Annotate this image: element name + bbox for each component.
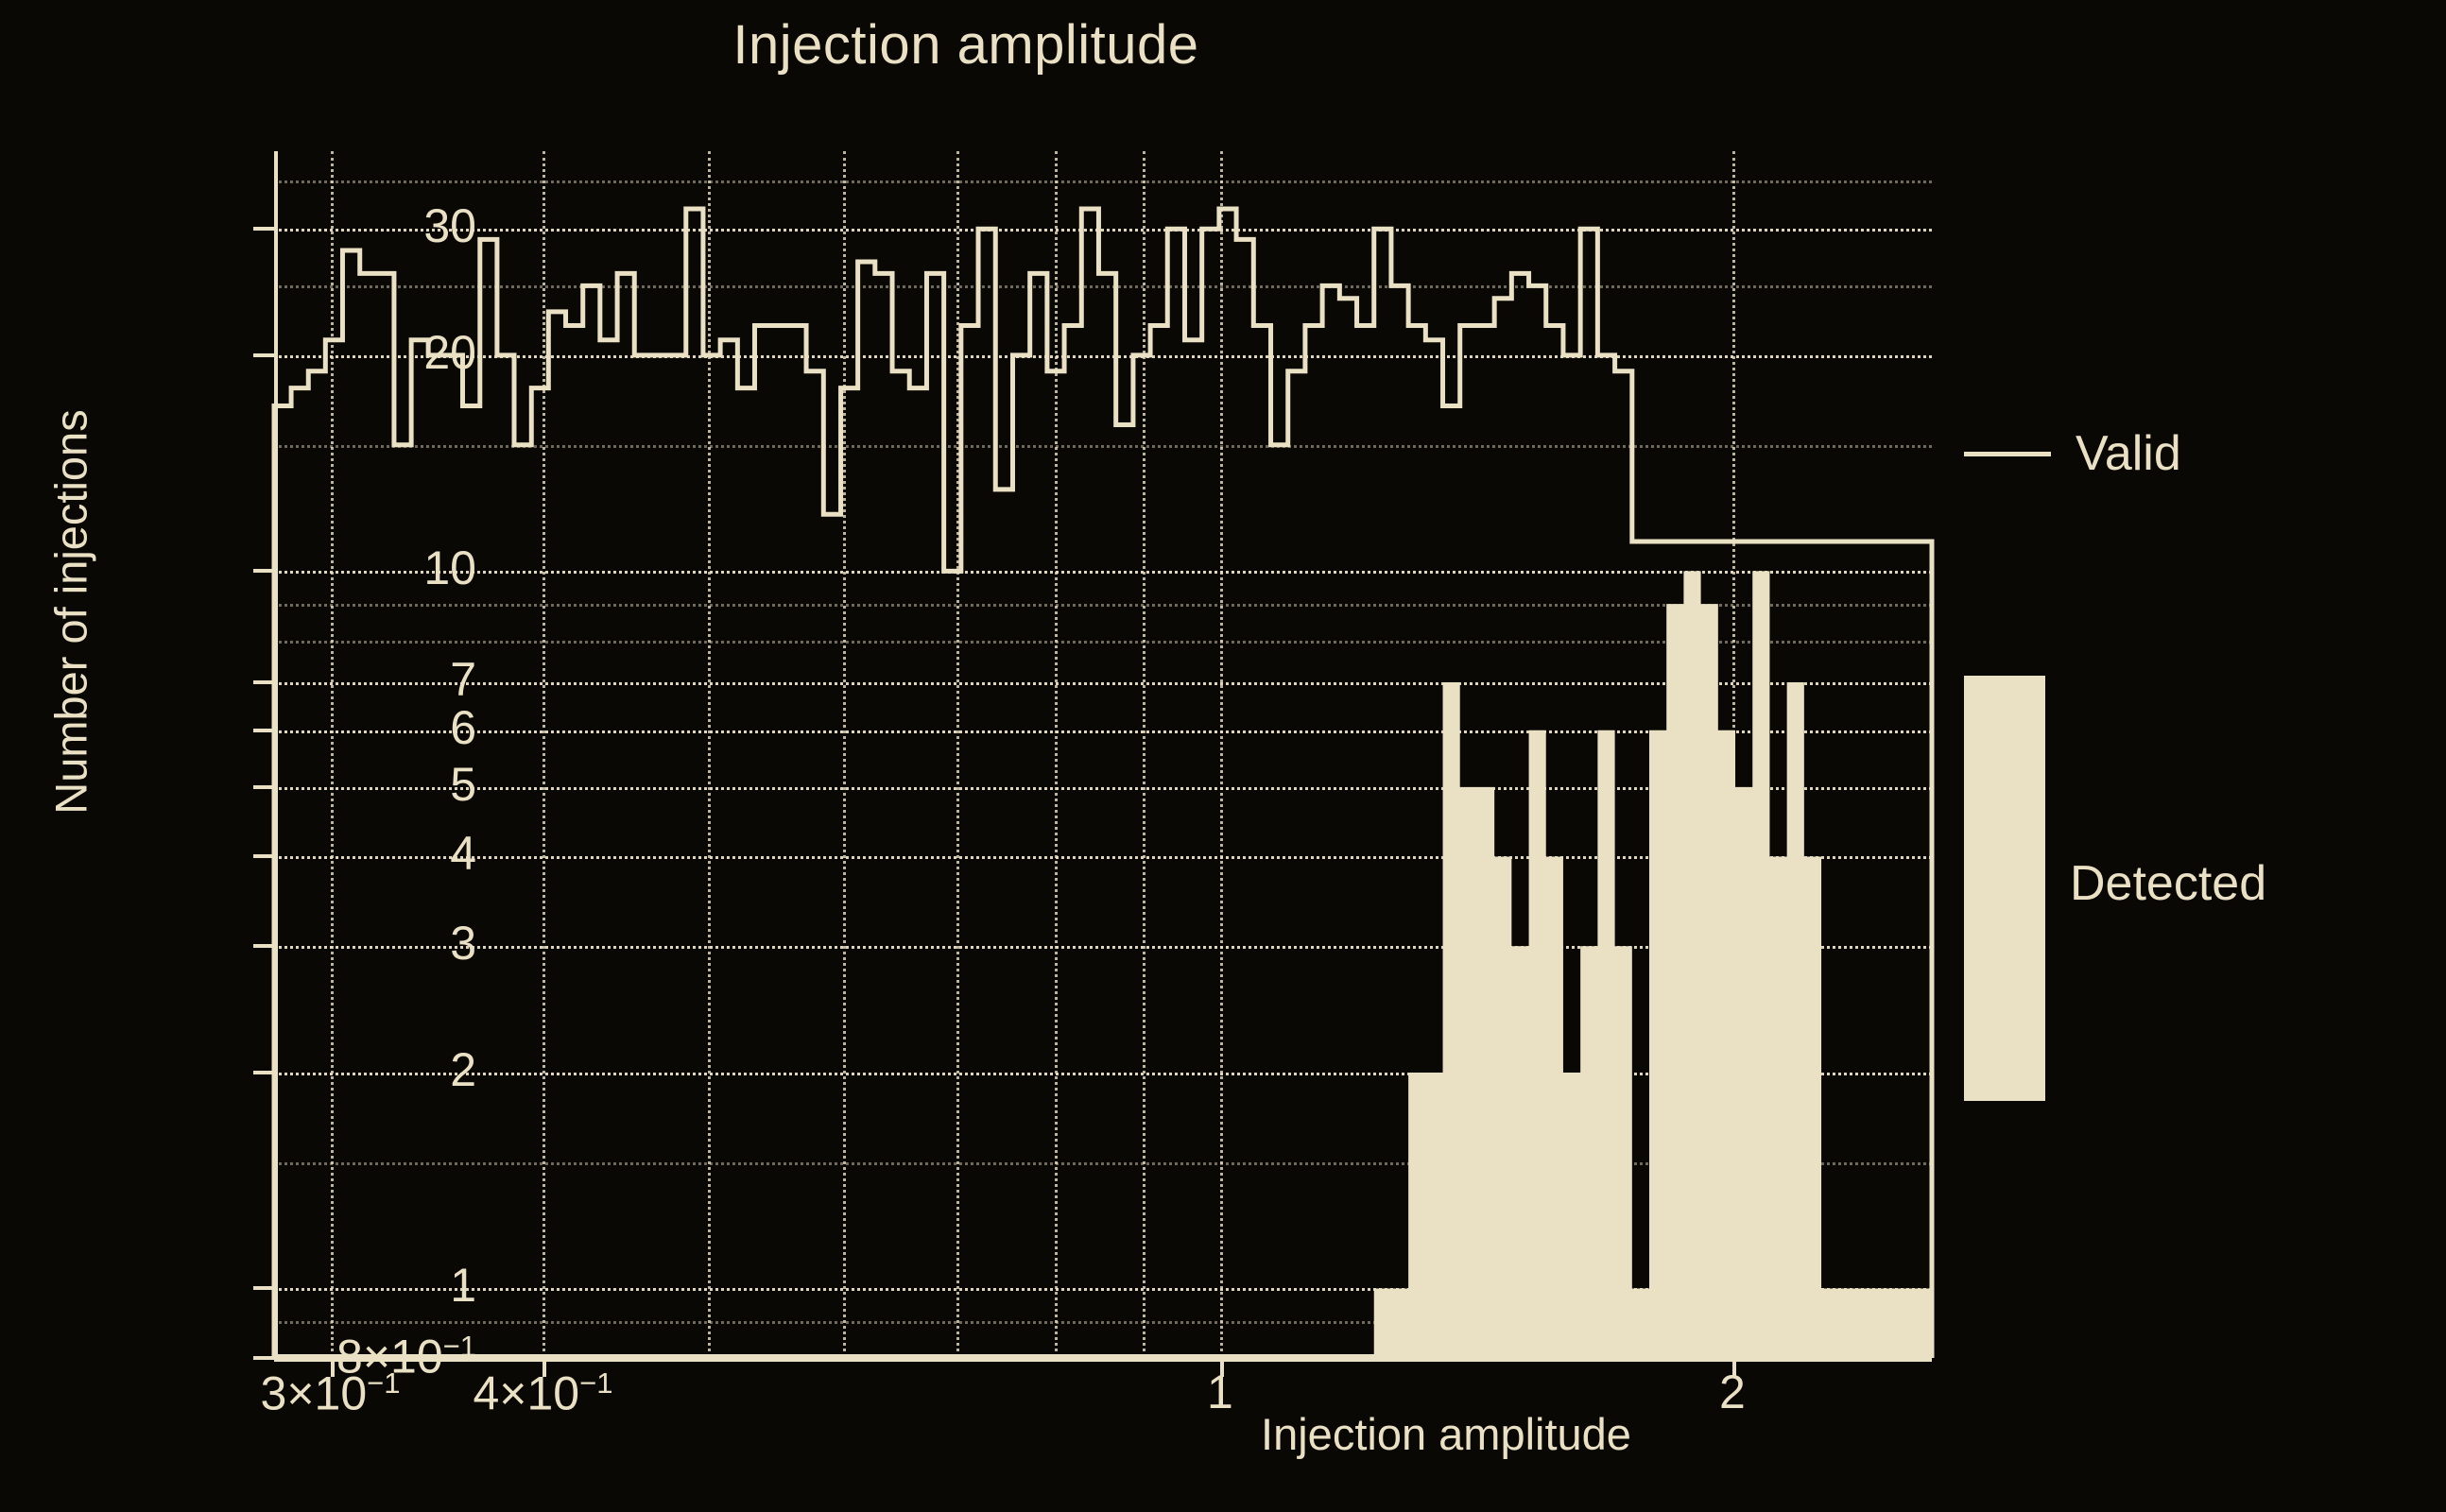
legend: Valid Detected (1964, 151, 2446, 1358)
y-tick-mark (253, 569, 274, 574)
x-gridline (1055, 151, 1059, 1358)
legend-item-valid[interactable]: Valid (1964, 425, 2181, 482)
y-tick-label: 20 (423, 325, 476, 379)
y-gridline (274, 1072, 1932, 1075)
y-tick-label: 1 (450, 1259, 476, 1313)
x-gridline (842, 151, 846, 1358)
y-axis-spine (274, 151, 278, 1358)
y-gridline (274, 229, 1932, 232)
detected-histogram (1373, 571, 1932, 1358)
y-gridline (274, 946, 1932, 950)
plot-area (253, 151, 1935, 1377)
x-gridline (1219, 151, 1223, 1358)
y-tick-label: 30 (423, 199, 476, 253)
x-tick-label: 3×10−1 (260, 1366, 401, 1420)
y-tick-mark (253, 728, 274, 732)
x-gridline (330, 151, 334, 1358)
y-gridline-minor (274, 180, 1932, 184)
x-tick-mark (330, 1362, 335, 1377)
legend-swatch-icon (1964, 676, 2045, 1101)
x-tick-mark (1219, 1362, 1224, 1377)
y-gridline-minor (274, 444, 1932, 448)
y-gridline (274, 786, 1932, 790)
y-tick-mark (253, 784, 274, 789)
x-gridline (956, 151, 960, 1358)
y-tick-label: 4 (450, 827, 476, 881)
y-gridline (274, 571, 1932, 575)
x-tick-mark (543, 1362, 547, 1377)
y-gridline-minor (274, 640, 1932, 644)
y-tick-label: 10 (423, 541, 476, 595)
chart-canvas (271, 206, 1935, 1358)
y-gridline-minor (274, 1321, 1932, 1325)
y-tick-label: 2 (450, 1042, 476, 1096)
y-tick-mark (253, 227, 274, 232)
y-gridline (274, 681, 1932, 685)
y-tick-mark (253, 854, 274, 859)
x-gridline (1142, 151, 1145, 1358)
x-axis-label: Injection amplitude (1261, 1409, 1631, 1459)
x-axis-spine (274, 1354, 1932, 1362)
x-tick-label: 4×10−1 (473, 1366, 613, 1420)
y-tick-label: 6 (450, 700, 476, 754)
y-tick-mark (253, 1286, 274, 1291)
y-tick-label: 7 (450, 652, 476, 706)
y-gridline (274, 856, 1932, 860)
y-tick-mark (253, 944, 274, 949)
y-tick-mark (253, 1070, 274, 1074)
legend-item-detected[interactable]: Detected (1964, 676, 2266, 1101)
valid-histogram (271, 206, 1935, 1358)
y-gridline-minor (274, 604, 1932, 608)
legend-label-detected: Detected (2070, 856, 2267, 911)
y-gridline-minor (274, 1161, 1932, 1165)
legend-line-icon (1964, 451, 2051, 456)
x-gridline (707, 151, 711, 1358)
x-gridline (543, 151, 546, 1358)
y-tick-label: 5 (450, 757, 476, 811)
y-tick-label: 3 (450, 917, 476, 971)
legend-label-valid: Valid (2076, 426, 2181, 481)
y-tick-mark (253, 1356, 274, 1360)
y-tick-mark (253, 352, 274, 357)
y-gridline (274, 1288, 1932, 1292)
x-tick-mark (1731, 1362, 1736, 1377)
y-gridline (274, 730, 1932, 733)
y-tick-mark (253, 679, 274, 684)
y-gridline-minor (274, 285, 1932, 289)
y-gridline (274, 354, 1932, 358)
chart-title: Injection amplitude (732, 14, 1199, 76)
y-axis-label: Number of injections (45, 409, 96, 815)
